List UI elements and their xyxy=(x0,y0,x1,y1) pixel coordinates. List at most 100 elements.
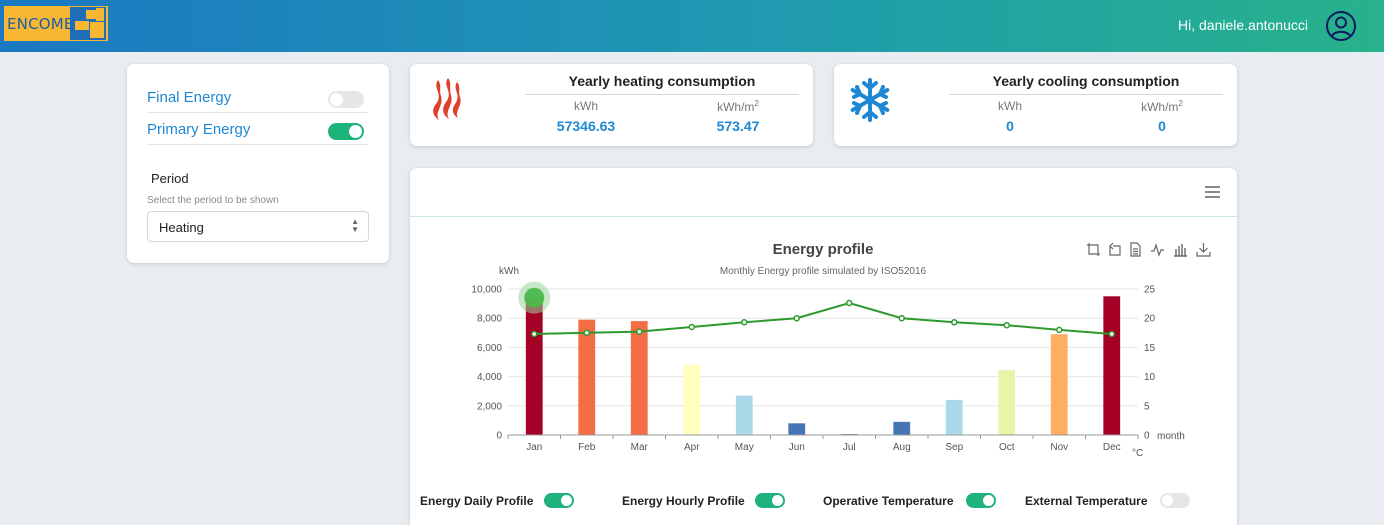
period-help-text: Select the period to be shown xyxy=(147,195,279,206)
bar-mar xyxy=(630,321,648,435)
cooling-value-kwh-m2: 0 xyxy=(1158,118,1166,134)
y2-tick-label: 25 xyxy=(1144,285,1156,296)
temperature-point xyxy=(1108,330,1115,338)
logo-mark-icon xyxy=(70,7,106,40)
y-tick-label: 2,000 xyxy=(477,401,502,412)
bar-oct xyxy=(998,370,1016,435)
heating-value-kwh-m2: 573.47 xyxy=(716,118,760,134)
y2-tick-label: 0 xyxy=(1144,431,1150,442)
x-tick-label: Mar xyxy=(631,442,649,453)
zoom-icon[interactable] xyxy=(1086,242,1101,257)
temperature-point xyxy=(583,329,590,337)
cooling-unit-kwh: kWh xyxy=(998,99,1022,113)
heating-value-kwh: 57346.63 xyxy=(556,118,616,134)
y2-tick-label: 10 xyxy=(1144,372,1156,383)
flame-icon xyxy=(433,78,461,120)
bar-jun xyxy=(788,423,806,435)
app-logo[interactable]: ENCOME xyxy=(4,6,108,41)
external-temp-toggle[interactable] xyxy=(1160,493,1190,508)
temperature-point xyxy=(898,314,905,322)
cooling-value-kwh: 0 xyxy=(1006,118,1014,134)
period-title: Period xyxy=(151,171,189,186)
hover-highlight xyxy=(524,287,545,308)
y-axis-label: kWh xyxy=(499,266,519,277)
zoom-reset-icon[interactable] xyxy=(1107,242,1122,257)
chart-title: Energy profile xyxy=(773,241,874,258)
y-tick-label: 4,000 xyxy=(477,372,502,383)
temperature-point xyxy=(741,319,748,326)
heating-unit-kwh-m2: kWh/m2 xyxy=(717,99,759,114)
legend-external-temp-label: External Temperature xyxy=(1025,494,1148,508)
select-arrows-icon: ▲ ▼ xyxy=(351,217,359,234)
x-tick-label: Oct xyxy=(999,442,1015,453)
energy-settings-panel: Final Energy Primary Energy Period Selec… xyxy=(127,64,389,263)
primary-energy-row[interactable]: Primary Energy xyxy=(147,113,368,145)
top-bar: ENCOME Hi, daniele.antonucci xyxy=(0,0,1384,52)
heating-unit-kwh: kWh xyxy=(574,99,598,113)
temperature-point xyxy=(531,330,538,338)
chart-header-divider xyxy=(410,216,1237,217)
bar-feb xyxy=(578,319,596,435)
bar-nov xyxy=(1050,334,1068,435)
y-tick-label: 0 xyxy=(496,431,502,442)
y-tick-label: 6,000 xyxy=(477,343,502,354)
line-chart-icon[interactable] xyxy=(1150,242,1165,257)
cooling-consumption-card: Yearly cooling consumption kWh kWh/m2 0 … xyxy=(834,64,1237,146)
energy-profile-chart: Energy profile Monthly Energy profile si… xyxy=(471,241,1185,459)
bar-sep xyxy=(945,399,963,435)
cooling-unit-kwh-m2: kWh/m2 xyxy=(1141,99,1183,114)
operative-temperature-line xyxy=(534,301,1112,335)
y2-tick-label: 5 xyxy=(1144,401,1150,412)
user-greeting: Hi, daniele.antonucci xyxy=(1178,17,1308,33)
temperature-point xyxy=(846,299,853,307)
energy-hourly-toggle[interactable] xyxy=(755,493,785,508)
temperature-point xyxy=(793,314,800,322)
x-tick-label: Jul xyxy=(843,442,856,453)
temperature-point xyxy=(951,319,958,326)
final-energy-label: Final Energy xyxy=(147,89,232,106)
period-select-value: Heating xyxy=(159,220,204,235)
final-energy-row[interactable]: Final Energy xyxy=(147,81,368,113)
bar-may xyxy=(735,395,753,435)
x-tick-label: Dec xyxy=(1103,442,1121,453)
x-tick-label: Jan xyxy=(526,442,542,453)
x-axis-label: month xyxy=(1157,431,1185,442)
temperature-point xyxy=(688,323,695,331)
legend-operative-temp-label: Operative Temperature xyxy=(823,494,954,508)
y2-tick-label: 20 xyxy=(1144,314,1156,325)
cooling-card-title: Yearly cooling consumption xyxy=(949,73,1223,95)
temperature-point xyxy=(1003,321,1010,329)
primary-energy-label: Primary Energy xyxy=(147,121,251,138)
user-account-icon[interactable] xyxy=(1325,10,1357,42)
x-tick-label: Jun xyxy=(789,442,805,453)
x-tick-label: Sep xyxy=(945,442,963,453)
x-tick-label: Apr xyxy=(684,442,700,453)
bar-chart-icon[interactable] xyxy=(1173,242,1188,257)
chart-subtitle: Monthly Energy profile simulated by ISO5… xyxy=(720,266,927,277)
period-select[interactable]: Heating ▲ ▼ xyxy=(147,211,369,242)
heating-card-title: Yearly heating consumption xyxy=(525,73,799,95)
download-icon[interactable] xyxy=(1196,242,1211,257)
snowflake-icon xyxy=(850,78,890,122)
data-view-icon[interactable] xyxy=(1128,242,1143,257)
bar-aug xyxy=(893,421,911,435)
legend-energy-daily-label: Energy Daily Profile xyxy=(420,494,534,508)
y-tick-label: 8,000 xyxy=(477,314,502,325)
x-tick-label: Aug xyxy=(893,442,911,453)
x-tick-label: Feb xyxy=(578,442,596,453)
hamburger-menu-icon[interactable] xyxy=(1205,186,1220,198)
bar-apr xyxy=(683,364,701,435)
x-tick-label: Nov xyxy=(1050,442,1068,453)
y2-tick-label: 15 xyxy=(1144,343,1156,354)
temperature-point xyxy=(1056,326,1063,334)
logo-text: ENCOME xyxy=(7,14,74,33)
energy-daily-toggle[interactable] xyxy=(544,493,574,508)
temperature-point xyxy=(636,328,643,335)
final-energy-toggle[interactable] xyxy=(328,91,364,108)
y2-axis-label: °C xyxy=(1132,448,1143,459)
operative-temp-toggle[interactable] xyxy=(966,493,996,508)
energy-profile-card: Energy profile Monthly Energy profile si… xyxy=(410,168,1237,525)
bar-jan xyxy=(525,297,543,435)
legend-energy-hourly-label: Energy Hourly Profile xyxy=(622,494,745,508)
primary-energy-toggle[interactable] xyxy=(328,123,364,140)
